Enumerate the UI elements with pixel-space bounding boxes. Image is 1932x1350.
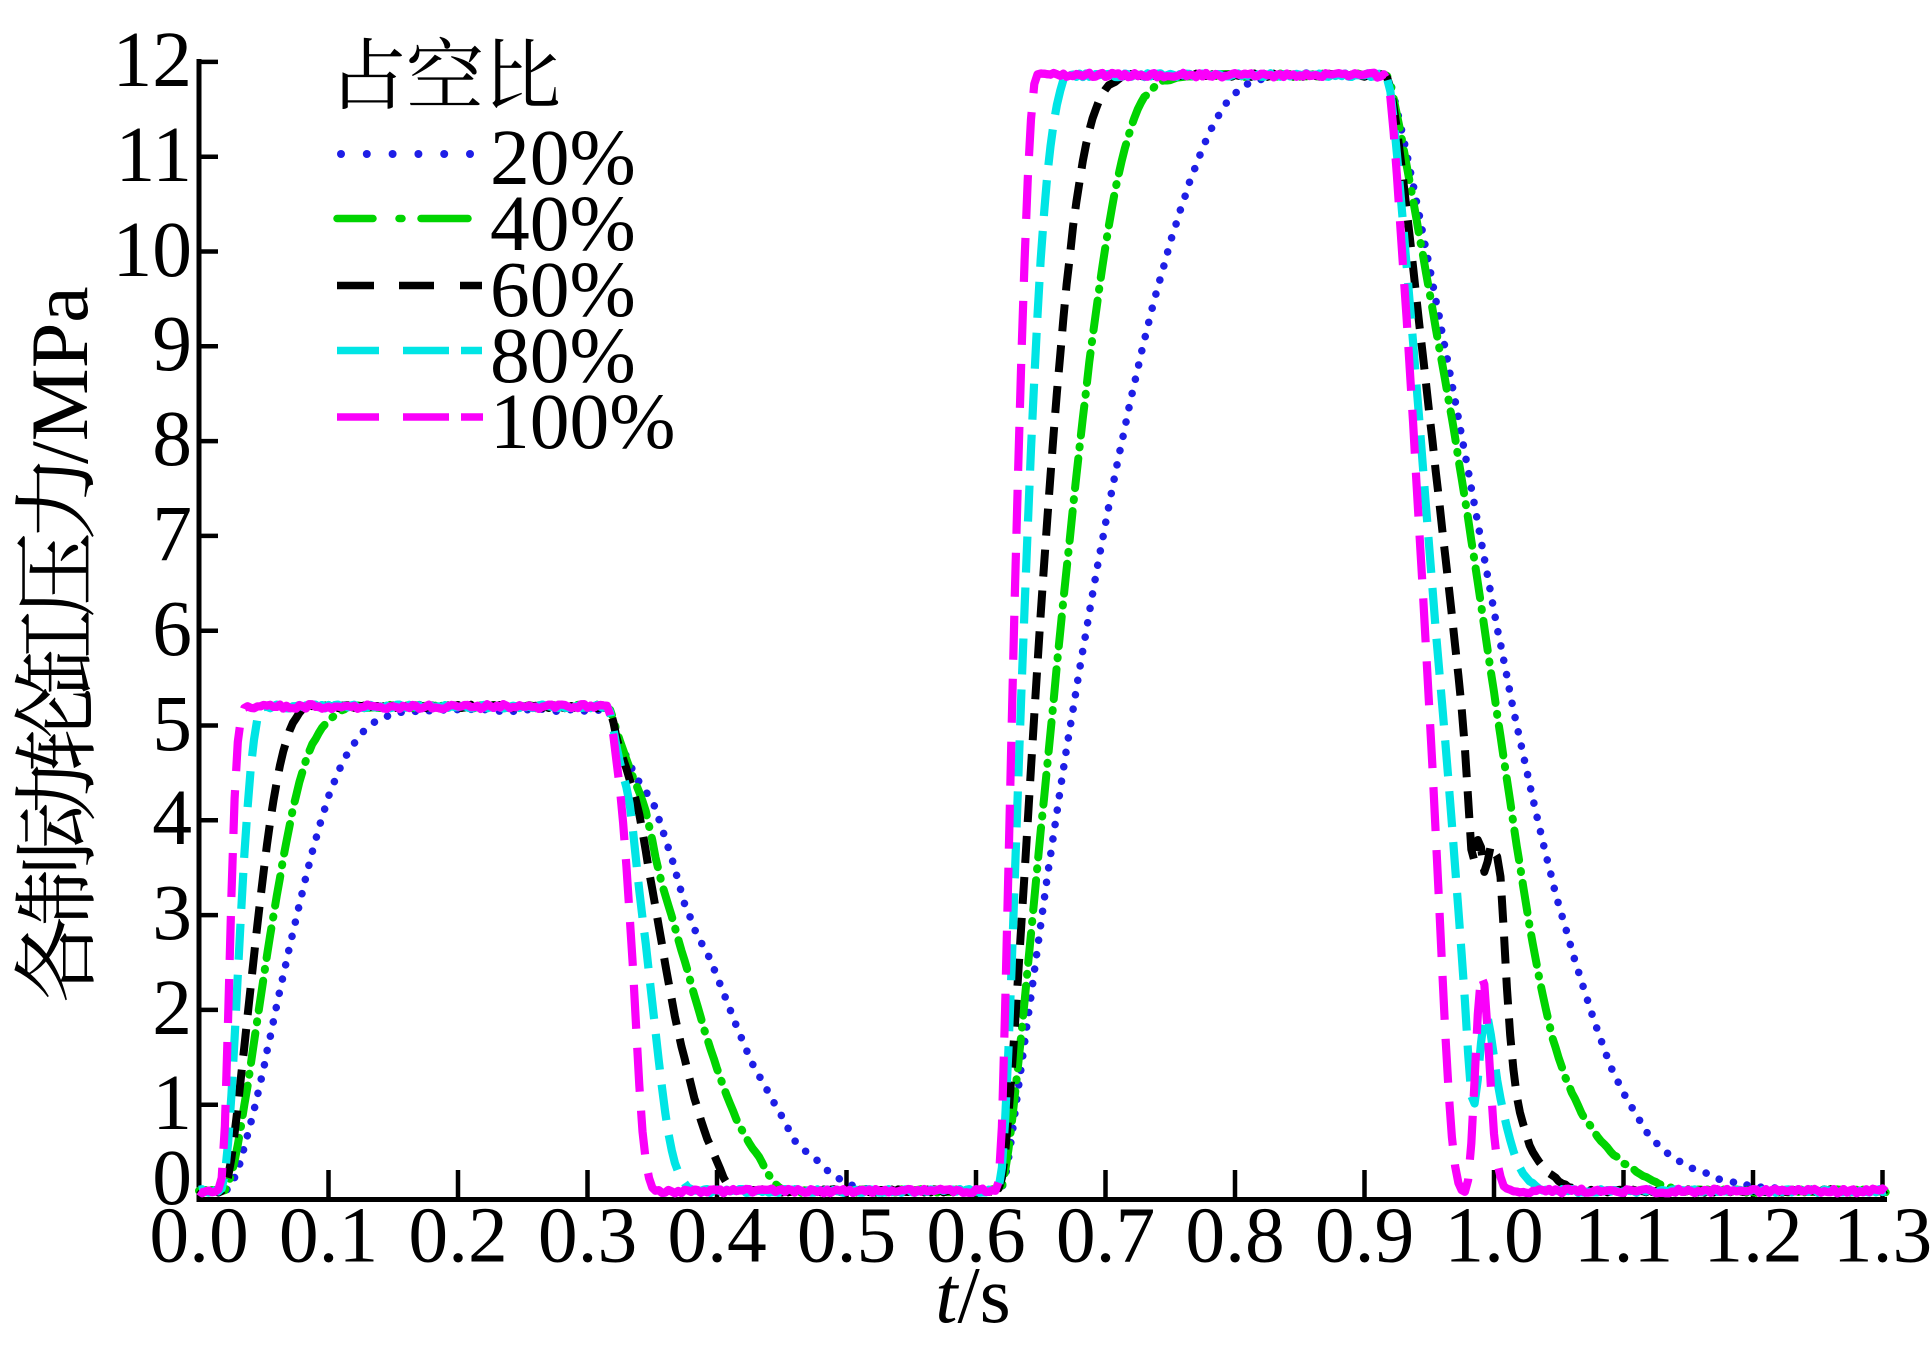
svg-text:t/s: t/s [935, 1252, 1011, 1340]
svg-text:100%: 100% [490, 378, 675, 466]
svg-text:9: 9 [152, 300, 192, 388]
svg-text:11: 11 [115, 111, 192, 199]
svg-text:40%: 40% [490, 180, 636, 268]
svg-text:/MPa: /MPa [14, 286, 105, 464]
svg-text:0: 0 [152, 1134, 192, 1222]
svg-text:0.9: 0.9 [1315, 1192, 1414, 1280]
svg-text:3: 3 [152, 869, 192, 957]
svg-text:0.4: 0.4 [667, 1192, 766, 1280]
svg-text:60%: 60% [490, 246, 636, 334]
svg-text:1.0: 1.0 [1444, 1192, 1543, 1280]
svg-text:20%: 20% [490, 114, 636, 202]
svg-text:8: 8 [152, 395, 192, 483]
svg-text:0.6: 0.6 [926, 1192, 1025, 1280]
svg-text:80%: 80% [490, 312, 636, 400]
svg-text:2: 2 [152, 964, 192, 1052]
svg-text:0.0: 0.0 [149, 1192, 248, 1280]
svg-text:0.3: 0.3 [538, 1192, 637, 1280]
svg-text:0.7: 0.7 [1056, 1192, 1155, 1280]
svg-text:0.5: 0.5 [797, 1192, 896, 1280]
svg-text:1.2: 1.2 [1703, 1192, 1802, 1280]
svg-text:12: 12 [113, 16, 193, 104]
svg-text:10: 10 [113, 206, 193, 294]
svg-text:0.8: 0.8 [1185, 1192, 1284, 1280]
svg-text:7: 7 [152, 490, 192, 578]
svg-text:0.1: 0.1 [279, 1192, 378, 1280]
svg-text:1: 1 [152, 1059, 192, 1147]
svg-text:1.3: 1.3 [1833, 1192, 1932, 1280]
svg-text:1.1: 1.1 [1574, 1192, 1673, 1280]
svg-text:6: 6 [152, 585, 192, 673]
svg-text:4: 4 [152, 774, 192, 862]
svg-text:0.2: 0.2 [408, 1192, 507, 1280]
svg-text:5: 5 [152, 680, 192, 768]
